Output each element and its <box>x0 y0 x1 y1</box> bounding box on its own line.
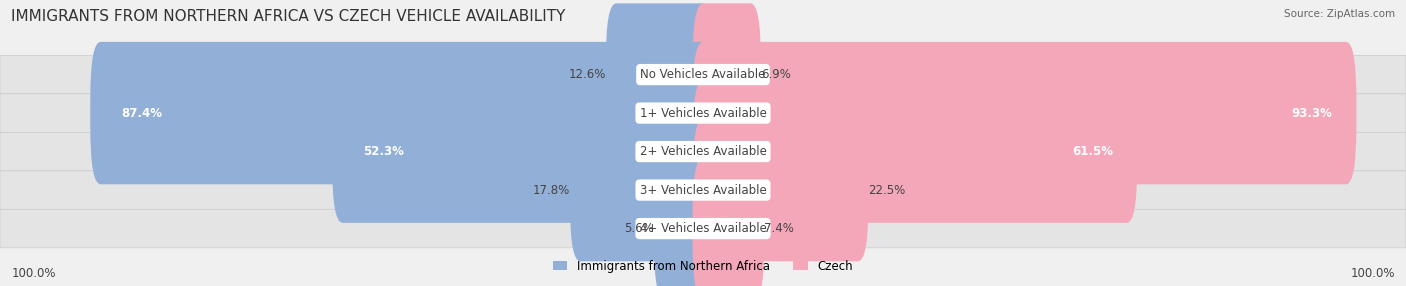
FancyBboxPatch shape <box>0 94 1406 132</box>
Text: 52.3%: 52.3% <box>363 145 404 158</box>
Text: 3+ Vehicles Available: 3+ Vehicles Available <box>640 184 766 196</box>
Text: Source: ZipAtlas.com: Source: ZipAtlas.com <box>1284 9 1395 19</box>
FancyBboxPatch shape <box>0 171 1406 209</box>
Text: 22.5%: 22.5% <box>869 184 905 196</box>
FancyBboxPatch shape <box>332 80 713 223</box>
Text: 61.5%: 61.5% <box>1073 145 1114 158</box>
FancyBboxPatch shape <box>693 3 761 146</box>
FancyBboxPatch shape <box>693 80 1137 223</box>
FancyBboxPatch shape <box>606 3 713 146</box>
FancyBboxPatch shape <box>0 209 1406 248</box>
FancyBboxPatch shape <box>693 42 1357 184</box>
FancyBboxPatch shape <box>654 157 713 286</box>
FancyBboxPatch shape <box>90 42 713 184</box>
Text: IMMIGRANTS FROM NORTHERN AFRICA VS CZECH VEHICLE AVAILABILITY: IMMIGRANTS FROM NORTHERN AFRICA VS CZECH… <box>11 9 565 23</box>
FancyBboxPatch shape <box>569 119 713 261</box>
FancyBboxPatch shape <box>0 55 1406 94</box>
Text: 5.6%: 5.6% <box>624 222 654 235</box>
Text: 1+ Vehicles Available: 1+ Vehicles Available <box>640 107 766 120</box>
FancyBboxPatch shape <box>0 132 1406 171</box>
Legend: Immigrants from Northern Africa, Czech: Immigrants from Northern Africa, Czech <box>548 255 858 277</box>
FancyBboxPatch shape <box>693 119 869 261</box>
Text: 100.0%: 100.0% <box>1350 267 1395 280</box>
Text: 2+ Vehicles Available: 2+ Vehicles Available <box>640 145 766 158</box>
Text: 6.9%: 6.9% <box>761 68 790 81</box>
Text: 12.6%: 12.6% <box>568 68 606 81</box>
Text: 7.4%: 7.4% <box>765 222 794 235</box>
Text: 17.8%: 17.8% <box>533 184 569 196</box>
Text: 4+ Vehicles Available: 4+ Vehicles Available <box>640 222 766 235</box>
Text: No Vehicles Available: No Vehicles Available <box>640 68 766 81</box>
FancyBboxPatch shape <box>693 157 765 286</box>
Text: 87.4%: 87.4% <box>121 107 162 120</box>
Text: 93.3%: 93.3% <box>1291 107 1333 120</box>
Text: 100.0%: 100.0% <box>11 267 56 280</box>
